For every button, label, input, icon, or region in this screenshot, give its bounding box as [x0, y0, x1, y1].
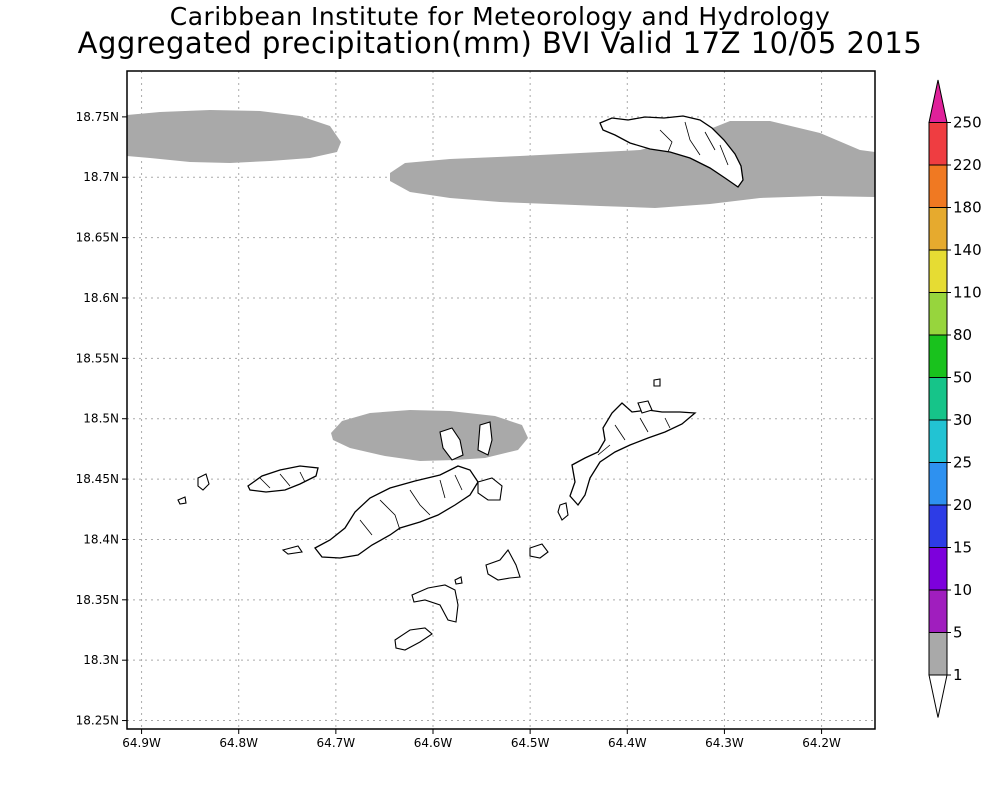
lon-tick-label: 64.7W — [317, 736, 356, 750]
lat-tick-label: 18.4N — [83, 532, 119, 546]
colorbar-segment — [928, 292, 948, 336]
colorbar-segment — [928, 122, 948, 166]
colorbar-label: 140 — [953, 241, 982, 259]
colorbar-label: 20 — [953, 496, 972, 514]
colorbar-segment — [928, 632, 948, 676]
island-cooper — [485, 549, 521, 581]
island-salt — [281, 545, 303, 555]
lon-tick-label: 64.3W — [705, 736, 744, 750]
colorbar-segment — [928, 589, 948, 633]
island-ginger — [529, 543, 549, 559]
colorbar-bottom-triangle — [928, 674, 948, 718]
colorbar-segment — [928, 419, 948, 463]
lat-tick-label: 18.45N — [76, 472, 119, 486]
lat-tick-label: 18.35N — [76, 593, 119, 607]
colorbar-segment — [928, 547, 948, 591]
island-peter — [411, 584, 459, 623]
lon-tick-label: 64.2W — [802, 736, 841, 750]
colorbar-segment — [928, 249, 948, 293]
precip-area-central — [331, 410, 528, 461]
island-anegada — [599, 115, 744, 188]
colorbar-label: 180 — [953, 199, 982, 217]
precipitation-areas — [127, 110, 875, 461]
map-title-line1: Caribbean Institute for Meteorology and … — [169, 2, 831, 31]
colorbar-label: 80 — [953, 326, 972, 344]
island-necker — [653, 378, 661, 387]
colorbar-segment — [928, 462, 948, 506]
lat-tick-label: 18.55N — [76, 351, 119, 365]
island-small-east — [454, 576, 463, 585]
lat-tick-label: 18.3N — [83, 653, 119, 667]
lon-tick-label: 64.8W — [219, 736, 258, 750]
lat-tick-label: 18.5N — [83, 412, 119, 426]
precip-area-north — [390, 121, 875, 208]
island-great-camanoe — [439, 427, 464, 461]
colorbar-segment — [928, 334, 948, 378]
lat-tick-label: 18.7N — [83, 170, 119, 184]
island-tortola — [314, 465, 479, 559]
lon-tick-label: 64.6W — [414, 736, 453, 750]
island-norman — [394, 627, 433, 651]
island-fallen-jerusalem — [557, 502, 569, 521]
precip-area-northwest — [127, 110, 341, 163]
colorbar-label: 220 — [953, 156, 982, 174]
lon-tick-label: 64.4W — [608, 736, 647, 750]
lat-tick-label: 18.25N — [76, 714, 119, 728]
coastline-detail — [259, 121, 729, 536]
colorbar-label: 10 — [953, 581, 972, 599]
colorbar-label: 5 — [953, 624, 963, 642]
island-small-west — [177, 496, 187, 505]
lon-tick-label: 64.9W — [122, 736, 161, 750]
lat-tick-label: 18.75N — [76, 110, 119, 124]
colorbar-top-triangle — [928, 79, 948, 123]
colorbar-label: 25 — [953, 454, 972, 472]
colorbar-segment — [928, 504, 948, 548]
lat-tick-label: 18.6N — [83, 291, 119, 305]
colorbar-label: 30 — [953, 411, 972, 429]
lon-tick-label: 64.5W — [511, 736, 550, 750]
island-beef-east — [477, 477, 503, 501]
colorbar-label: 15 — [953, 539, 972, 557]
plot-frame — [126, 70, 876, 730]
longitude-tick-labels: 64.9W 64.8W 64.7W 64.6W 64.5W 64.4W 64.3W 64.2W — [122, 729, 841, 750]
island-virgin-gorda — [569, 402, 697, 507]
map-title-line2: Aggregated precipitation(mm) BVI Valid 1… — [77, 26, 923, 60]
colorbar-label: 1 — [953, 666, 963, 684]
colorbar-label: 250 — [953, 114, 982, 132]
island-jost-van-dyke — [247, 465, 319, 493]
colorbar-segment — [928, 164, 948, 208]
island-sandy-cay — [637, 400, 653, 414]
colorbar-segment — [928, 377, 948, 421]
island-little-jost — [197, 473, 210, 491]
colorbar-label: 110 — [953, 284, 982, 302]
latitude-tick-labels: 18.25N 18.3N 18.35N 18.4N 18.45N 18.5N 18.55N 1… — [76, 110, 127, 728]
lat-tick-label: 18.65N — [76, 231, 119, 245]
colorbar-label: 50 — [953, 369, 972, 387]
island-guana — [477, 421, 493, 456]
colorbar-segment — [928, 207, 948, 251]
